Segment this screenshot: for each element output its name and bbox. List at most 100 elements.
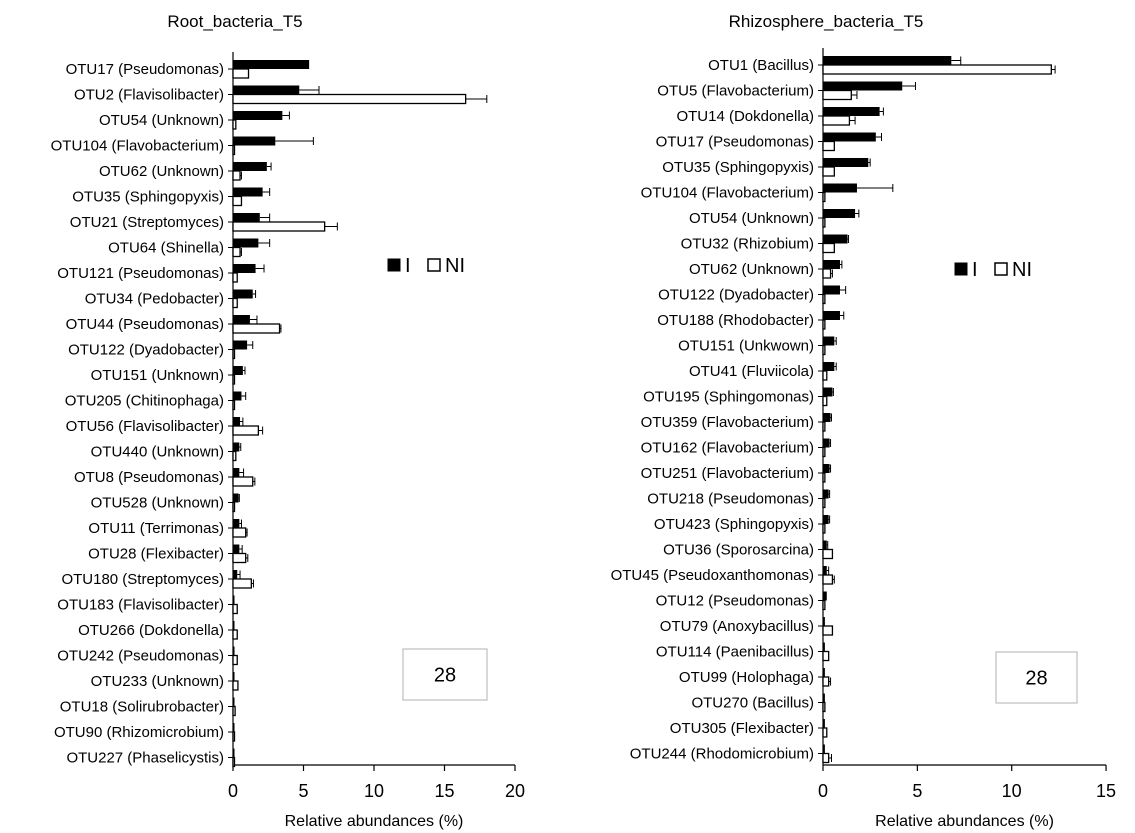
category-label: OTU35 (Sphingopyxis) — [662, 159, 814, 176]
bar-ni — [232, 425, 260, 436]
bar-i — [823, 540, 827, 550]
bar-ni — [232, 170, 241, 181]
x-tick-label: 10 — [364, 781, 384, 801]
bar-ni — [232, 68, 250, 79]
bar-ni — [232, 119, 237, 130]
bar-i — [823, 336, 835, 346]
category-label: OTU180 (Streptomyces) — [61, 571, 224, 588]
bar-ni — [822, 242, 835, 254]
bar-i — [233, 213, 260, 222]
bar-i — [823, 209, 856, 218]
bar-ni — [232, 297, 238, 309]
bar-i — [823, 362, 835, 371]
bar-ni — [822, 217, 826, 228]
bar-i — [233, 468, 240, 477]
bar-ni — [822, 344, 826, 356]
bar-ni — [232, 527, 247, 538]
category-label: OTU151 (Unkwown) — [678, 338, 814, 355]
bar-i — [233, 672, 235, 681]
category-label: OTU21 (Streptomyces) — [70, 214, 224, 231]
bar-ni — [822, 293, 826, 305]
category-label: OTU266 (Dokdonella) — [78, 622, 224, 639]
bar-ni — [232, 348, 236, 360]
category-label: OTU121 (Pseudomonas) — [57, 265, 224, 282]
bar-ni — [822, 752, 830, 764]
bar-ni — [232, 756, 236, 768]
bar-ni — [232, 195, 243, 207]
bar-ni — [822, 166, 835, 177]
category-label: OTU251 (Flavobacterium) — [641, 465, 814, 482]
category-label: OTU54 (Unknown) — [689, 210, 814, 227]
bar-i — [233, 621, 235, 630]
bar-ni — [822, 548, 834, 560]
category-label: OTU305 (Flexibacter) — [670, 720, 814, 737]
bar-ni — [232, 603, 238, 615]
bar-i — [233, 544, 240, 554]
x-axis-label: Relative abundances (%) — [285, 813, 464, 830]
bar-i — [823, 260, 840, 269]
x-tick-label: 20 — [505, 781, 525, 801]
x-tick-label: 5 — [298, 781, 308, 801]
category-label: OTU359 (Flavobacterium) — [641, 414, 814, 431]
bar-i — [233, 289, 253, 299]
x-tick-label: 5 — [912, 781, 922, 801]
category-label: OTU440 (Unknown) — [91, 444, 224, 461]
bar-ni — [822, 421, 826, 432]
category-label: OTU242 (Pseudomonas) — [57, 648, 224, 665]
bar-ni — [822, 497, 826, 509]
bar-ni — [232, 705, 236, 717]
category-label: OTU244 (Rhodomicrobium) — [630, 746, 814, 763]
bar-ni — [232, 272, 238, 283]
x-tick-label: 0 — [228, 781, 238, 801]
bar-i — [233, 646, 235, 656]
count-box-label: 28 — [434, 665, 456, 687]
bar-ni — [822, 140, 835, 152]
bar-ni — [232, 629, 238, 640]
category-label: OTU162 (Flavobacterium) — [641, 440, 814, 457]
bar-i — [823, 285, 840, 295]
category-label: OTU12 (Pseudomonas) — [656, 593, 814, 610]
bar-i — [233, 519, 240, 528]
bar-ni — [232, 680, 239, 691]
legend-swatch-i — [954, 262, 968, 276]
bar-i — [233, 748, 235, 758]
legend-label-i: I — [405, 255, 411, 277]
bar-i — [823, 234, 848, 244]
category-label: OTU188 (Rhodobacter) — [657, 312, 814, 329]
category-label: OTU11 (Terrimonas) — [88, 520, 224, 537]
category-label: OTU79 (Anoxybacillus) — [660, 618, 814, 635]
category-label: OTU62 (Unknown) — [99, 163, 224, 180]
bar-ni — [232, 144, 236, 156]
count-box: 28 — [402, 648, 488, 701]
bar-i — [233, 442, 240, 452]
x-tick-label: 15 — [434, 781, 454, 801]
category-label: OTU99 (Holophaga) — [679, 669, 814, 686]
bar-ni — [232, 374, 236, 385]
bar-ni — [232, 501, 236, 513]
category-label: OTU528 (Unknown) — [91, 495, 224, 512]
bar-i — [823, 744, 825, 754]
category-label: OTU28 (Flexibacter) — [88, 546, 224, 563]
legend-label-ni: NI — [1012, 259, 1032, 281]
bar-i — [823, 158, 869, 167]
bar-i — [233, 417, 241, 426]
bar-i — [233, 697, 235, 707]
bar-i — [823, 132, 876, 142]
bar-i — [233, 162, 267, 171]
chart-title: Root_bacteria_T5 — [167, 12, 302, 31]
category-label: OTU54 (Unknown) — [99, 112, 224, 129]
x-tick-label: 0 — [818, 781, 828, 801]
bar-i — [823, 413, 831, 422]
category-label: OTU114 (Paenibacillus) — [656, 644, 814, 661]
bar-i — [233, 85, 300, 95]
category-label: OTU17 (Pseudomonas) — [66, 61, 224, 78]
bar-i — [233, 60, 310, 69]
category-label: OTU35 (Sphingopyxis) — [72, 189, 224, 206]
category-label: OTU5 (Flavobacterium) — [657, 83, 814, 100]
bar-ni — [822, 370, 828, 381]
bar-ni — [232, 654, 238, 666]
bar-i — [823, 668, 825, 677]
bar-i — [823, 642, 825, 652]
bar-i — [823, 311, 840, 320]
